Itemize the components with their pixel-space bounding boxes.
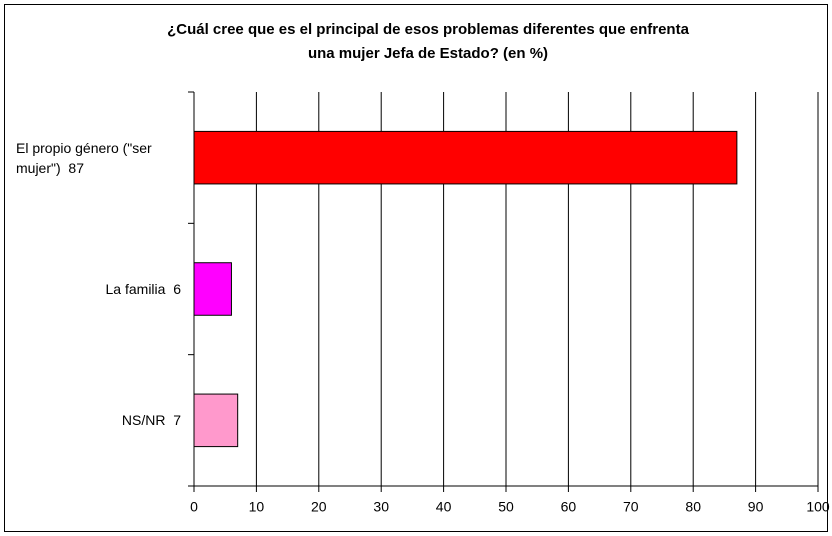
x-tick-label: 20: [311, 499, 327, 515]
chart-title: una mujer Jefa de Estado? (en %): [308, 45, 548, 62]
category-label: La familia 6: [105, 281, 181, 297]
x-tick-label: 50: [498, 499, 514, 515]
bar: [193, 130, 738, 185]
category-label: NS/NR 7: [121, 412, 181, 429]
x-tick-label: 100: [806, 499, 830, 515]
x-tick-label: 10: [249, 499, 265, 515]
x-tick-label: 30: [373, 499, 389, 515]
x-tick-label: 40: [436, 499, 452, 515]
x-tick-label: 0: [190, 499, 198, 515]
x-tick-label: 60: [561, 499, 577, 515]
bar: [193, 393, 239, 448]
x-tick-label: 70: [623, 499, 639, 515]
bar: [193, 262, 232, 316]
category-label: El propio género ("ser mujer") 87: [16, 139, 156, 176]
chart-border: [4, 4, 828, 532]
chart-title: ¿Cuál cree que es el principal de esos p…: [167, 21, 689, 38]
x-tick-label: 80: [685, 499, 701, 515]
x-tick-label: 90: [748, 499, 764, 515]
